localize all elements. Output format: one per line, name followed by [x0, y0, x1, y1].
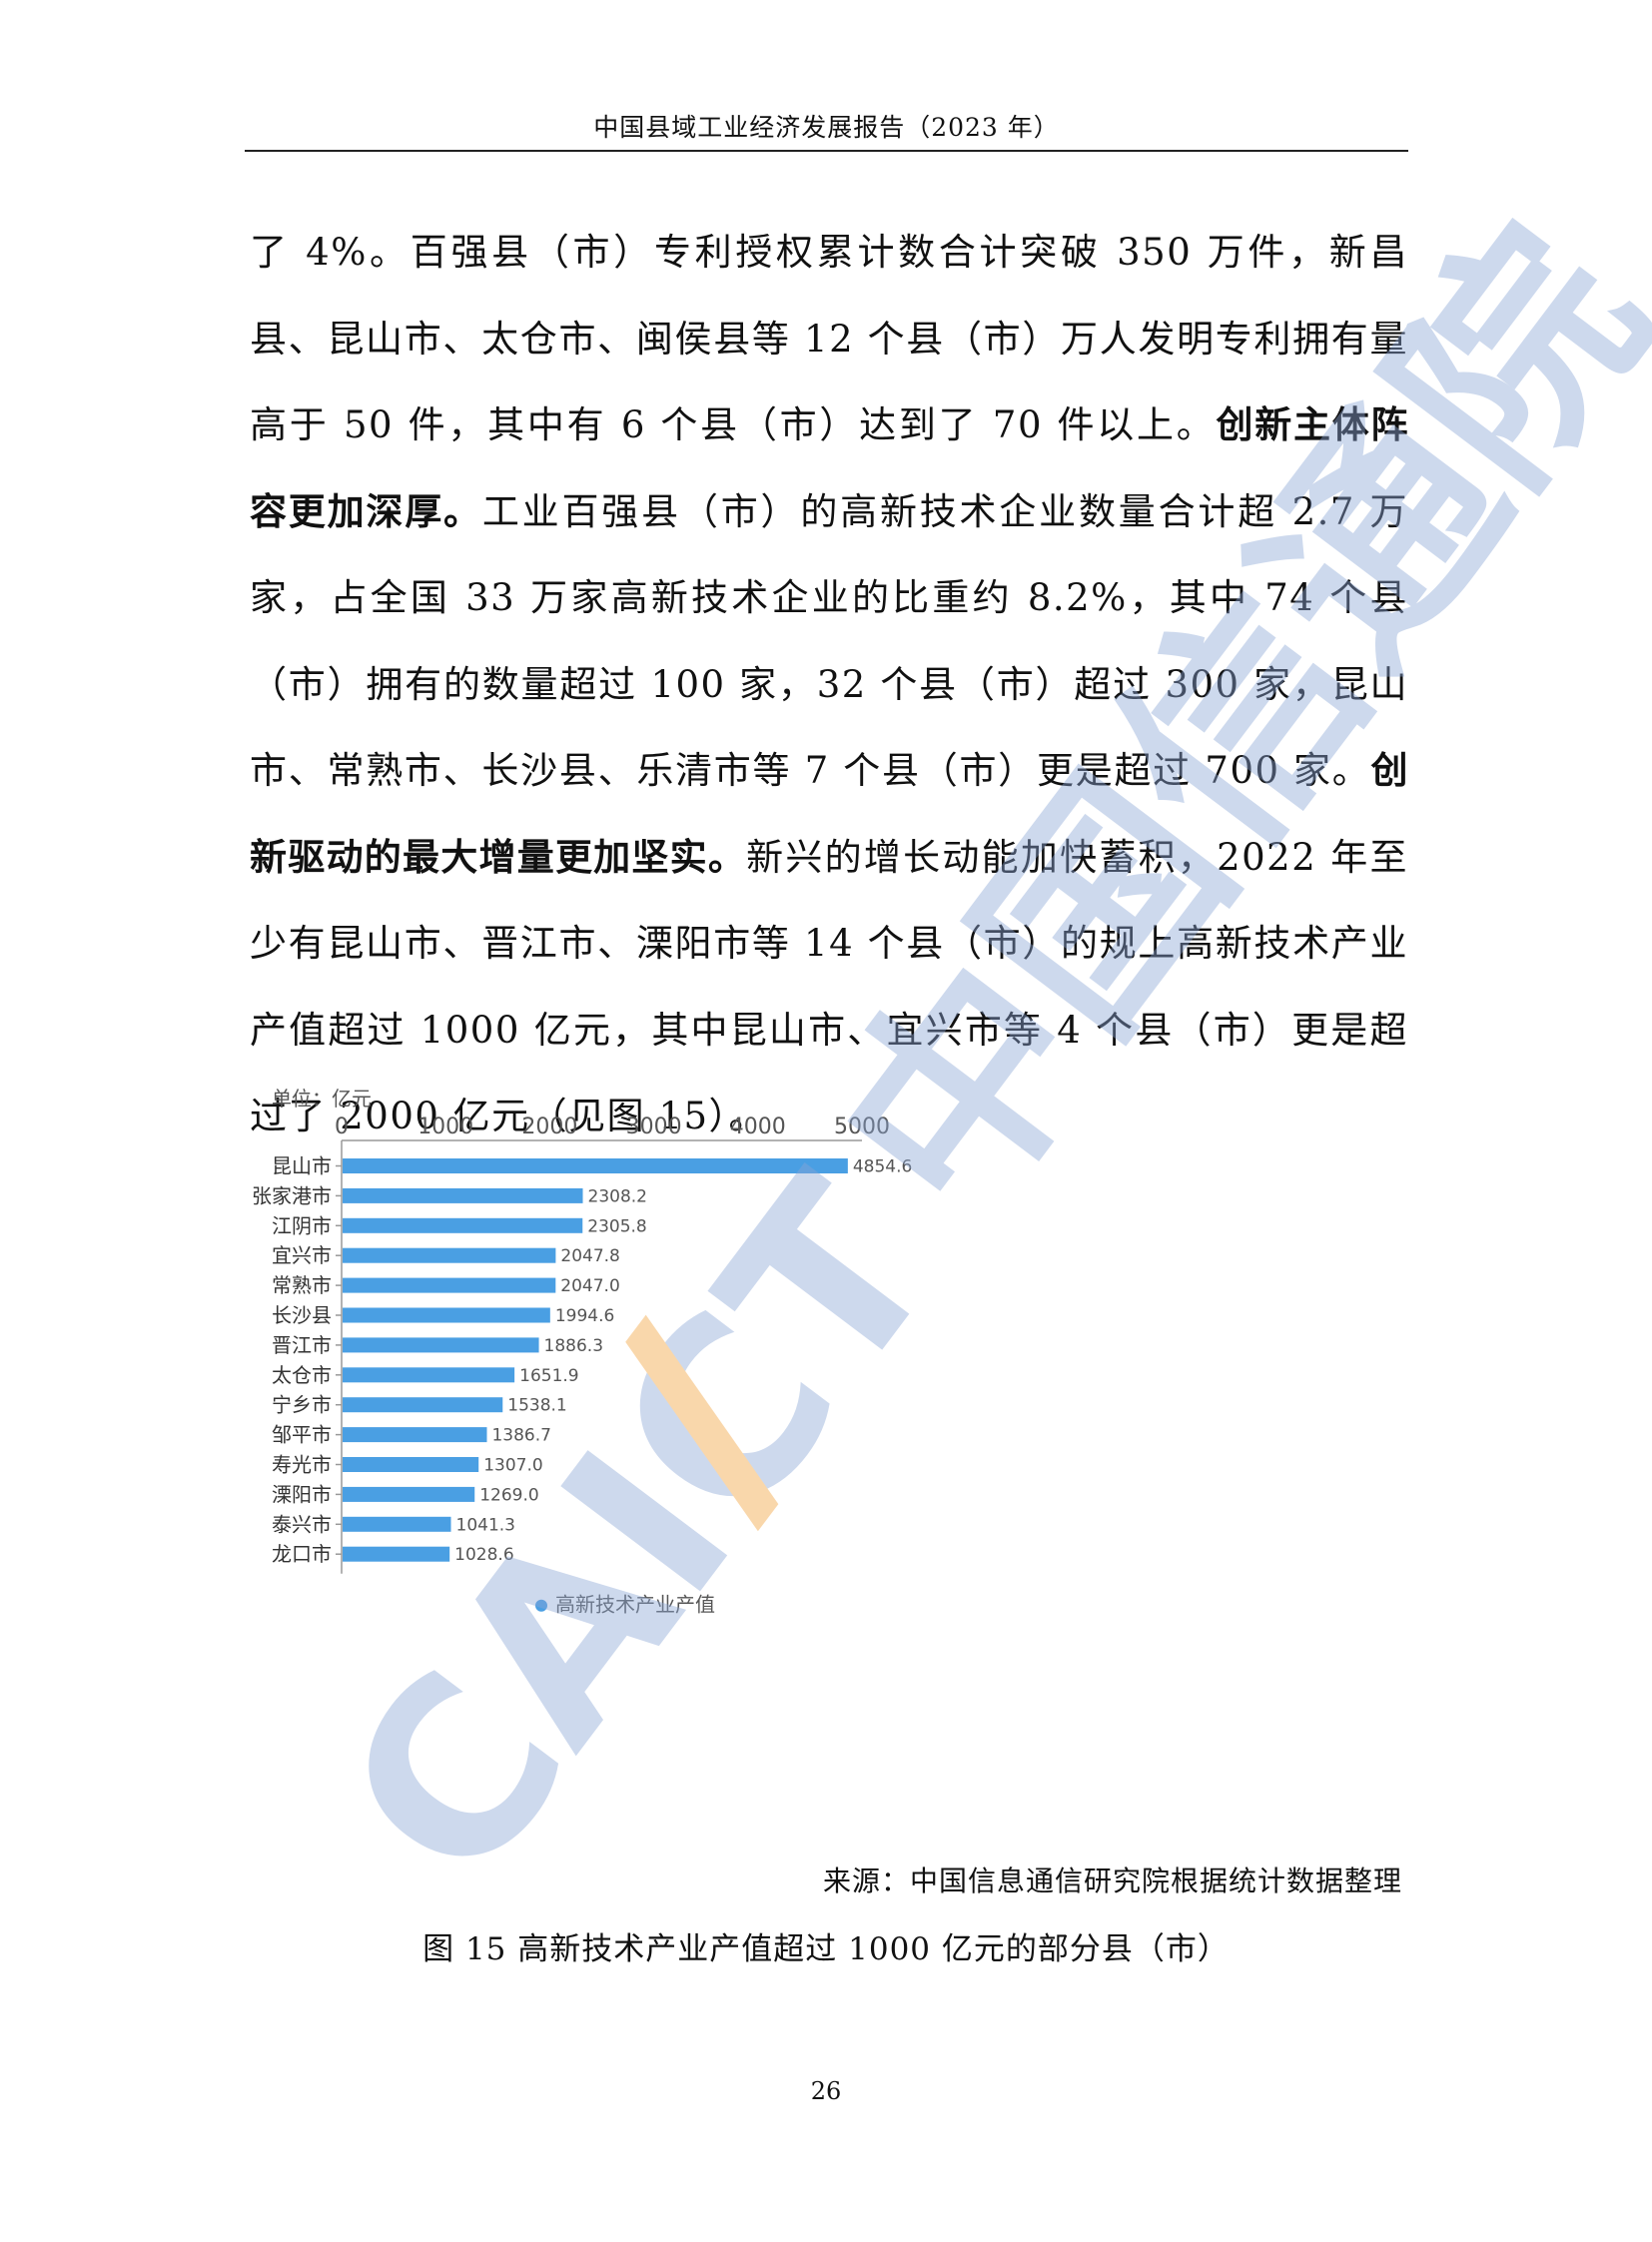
category-label: 宜兴市 [272, 1243, 332, 1267]
data-label: 1994.6 [555, 1306, 614, 1326]
header-rule [245, 150, 1408, 152]
category-label: 太仓市 [272, 1363, 332, 1387]
body-text-run: 了 4%。百强县（市）专利授权累计数合计突破 350 万件，新昌县、昆山市、太仓… [250, 231, 1408, 446]
data-label: 1269.0 [479, 1485, 538, 1505]
data-label: 2305.8 [587, 1216, 646, 1236]
category-label: 常熟市 [272, 1273, 332, 1297]
bar [343, 1516, 451, 1532]
bar [343, 1486, 475, 1502]
category-label: 晋江市 [272, 1333, 332, 1357]
x-tick-label: 5000 [834, 1115, 890, 1139]
legend-label: 高新技术产业产值 [555, 1593, 715, 1617]
data-label: 2308.2 [588, 1186, 647, 1206]
bar-chart: 单位：亿元 0 1000 2000 3000 4000 5000 昆山市 4854.6 张家港市 2… [252, 1084, 1308, 1843]
data-label: 1386.7 [491, 1426, 550, 1446]
data-label: 4854.6 [853, 1157, 912, 1177]
category-label: 长沙县 [272, 1303, 332, 1327]
running-header: 中国县域工业经济发展报告（2023 年） [593, 113, 1060, 142]
category-label: 龙口市 [272, 1542, 332, 1566]
bar [343, 1217, 583, 1233]
category-label: 寿光市 [272, 1453, 332, 1477]
data-label: 1307.0 [483, 1456, 542, 1476]
x-tick-label: 1000 [417, 1115, 473, 1139]
bar [343, 1158, 848, 1173]
data-label: 1886.3 [544, 1336, 603, 1356]
bar [343, 1367, 515, 1383]
bar [343, 1546, 450, 1562]
body-text-run: 工业百强县（市）的高新技术企业数量合计超 2.7 万家，占全国 33 万家高新技… [250, 489, 1408, 793]
data-label: 1538.1 [507, 1396, 566, 1416]
figure-source: 来源：中国信息通信研究院根据统计数据整理 [822, 1865, 1402, 1897]
category-label: 江阴市 [272, 1213, 332, 1237]
category-label: 泰兴市 [272, 1512, 332, 1536]
bar [343, 1277, 556, 1293]
category-label: 宁乡市 [272, 1393, 332, 1417]
data-label: 1041.3 [456, 1515, 515, 1535]
category-label: 邹平市 [272, 1423, 332, 1447]
page-number: 26 [810, 2077, 842, 2105]
figure-caption: 图 15 高新技术产业产值超过 1000 亿元的部分县（市） [422, 1931, 1230, 1967]
x-tick-label: 3000 [626, 1115, 682, 1139]
bar [343, 1397, 503, 1413]
x-tick-label: 2000 [521, 1115, 577, 1139]
data-label: 1028.6 [454, 1545, 513, 1565]
bar [343, 1307, 550, 1323]
bold-lead-sentence: 创新主体阵容更加深厚。 [250, 403, 1408, 533]
unit-label: 单位：亿元 [272, 1087, 372, 1111]
bar [343, 1337, 539, 1353]
x-tick-label: 4000 [730, 1115, 786, 1139]
bar [343, 1187, 583, 1203]
data-label: 2047.8 [560, 1246, 619, 1266]
x-tick-label: 0 [335, 1115, 349, 1139]
bold-lead-sentence: 创新驱动的最大增量更加坚实。 [250, 749, 1408, 879]
category-label: 昆山市 [272, 1154, 332, 1178]
data-label: 1651.9 [519, 1366, 578, 1386]
bar [343, 1457, 479, 1472]
body-paragraph: 了 4%。百强县（市）专利授权累计数合计突破 350 万件，新昌县、昆山市、太仓… [250, 210, 1408, 1160]
legend-marker [535, 1599, 547, 1612]
category-label: 溧阳市 [272, 1482, 332, 1506]
data-label: 2047.0 [560, 1276, 619, 1296]
chart-svg: 单位：亿元 0 1000 2000 3000 4000 5000 昆山市 4854.6 张家港市 2… [252, 1087, 912, 1617]
bar [343, 1427, 487, 1443]
body-text-run: 新兴的增长动能加快蓄积，2022 年至少有昆山市、晋江市、溧阳市等 14 个县（… [250, 835, 1408, 1138]
bar [343, 1247, 556, 1263]
chart-plot-group: 单位：亿元 0 1000 2000 3000 4000 5000 昆山市 4854.6 张家港市 2… [252, 1087, 912, 1617]
category-label: 张家港市 [252, 1183, 332, 1207]
